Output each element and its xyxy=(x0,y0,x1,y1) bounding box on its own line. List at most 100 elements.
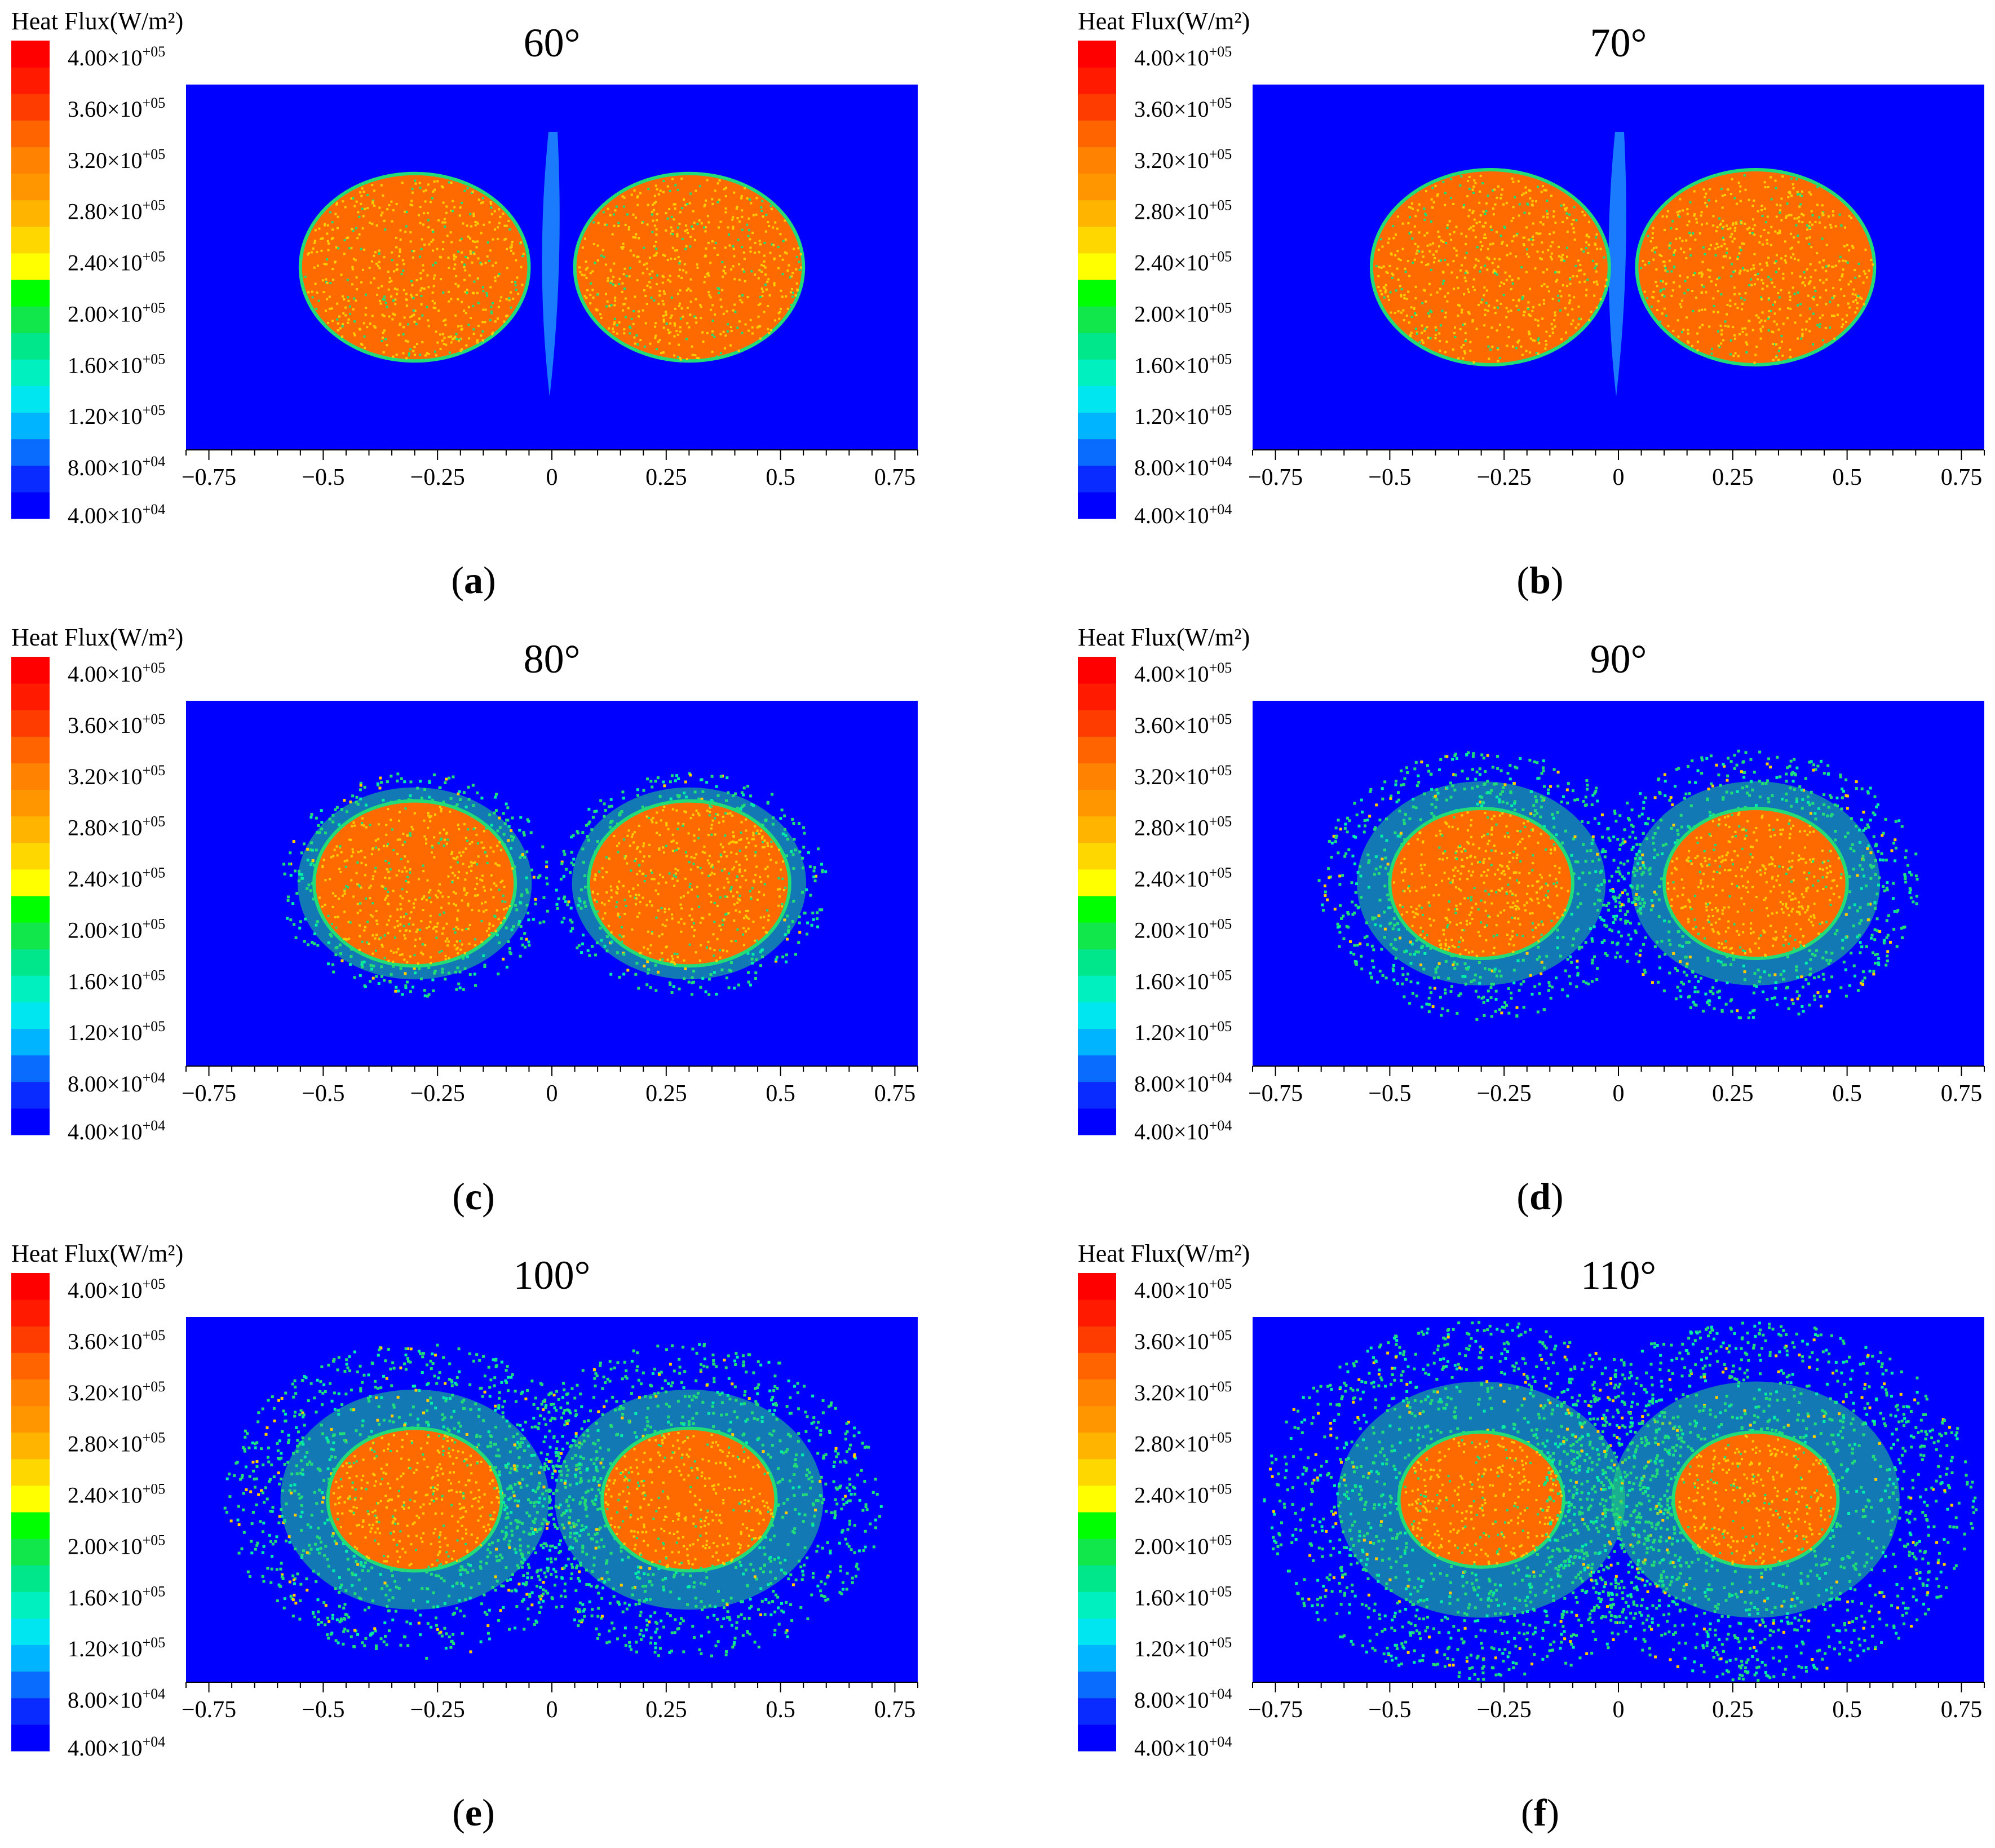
core-speck xyxy=(396,920,399,923)
core-speck xyxy=(682,269,685,272)
core-speck xyxy=(356,861,359,864)
core-speck xyxy=(521,255,524,258)
ring-speck xyxy=(311,848,314,852)
colorbar-label: 8.00×10+04 xyxy=(68,453,165,480)
core-speck xyxy=(1701,260,1704,263)
core-speck xyxy=(596,910,599,913)
core-speck xyxy=(425,927,428,930)
core-speck xyxy=(745,858,748,861)
ring-speck xyxy=(674,779,677,782)
ring-speck xyxy=(442,801,445,804)
core-speck xyxy=(486,255,489,258)
ring-speck xyxy=(1561,841,1564,845)
core-speck xyxy=(1473,218,1476,221)
core-speck xyxy=(1780,289,1782,291)
core-speck xyxy=(388,315,391,318)
core-speck xyxy=(1414,328,1417,330)
core-speck xyxy=(1640,267,1643,269)
ring-speck xyxy=(510,847,513,850)
core-speck xyxy=(617,887,620,890)
x-tick-label: 0.75 xyxy=(874,1081,916,1107)
ring-speck xyxy=(672,985,675,988)
ring-speck xyxy=(1612,890,1615,893)
core-speck xyxy=(708,814,711,817)
core-speck xyxy=(1729,339,1732,342)
core-speck xyxy=(617,912,620,915)
core-speck xyxy=(1839,288,1842,291)
core-speck xyxy=(419,353,422,356)
core-speck xyxy=(645,904,648,907)
core-speck xyxy=(673,335,676,338)
core-speck xyxy=(1404,267,1406,270)
core-speck xyxy=(711,866,714,869)
ring-speck xyxy=(1344,852,1348,855)
colorbar-band xyxy=(1078,386,1116,413)
ring-speck xyxy=(463,967,467,970)
heat-field xyxy=(1317,749,1919,1021)
ring-speck xyxy=(737,983,740,987)
core-speck xyxy=(689,868,692,871)
core-speck xyxy=(608,327,611,330)
ring-speck xyxy=(626,969,630,972)
core-speck xyxy=(1577,305,1580,308)
core-speck xyxy=(1680,299,1683,302)
core-speck xyxy=(381,285,383,288)
ring-speck xyxy=(1472,978,1476,982)
core-speck xyxy=(1808,221,1811,224)
ring-speck xyxy=(1321,903,1324,907)
core-speck xyxy=(1490,326,1493,329)
core-speck xyxy=(1506,244,1509,247)
core-speck xyxy=(1387,298,1390,301)
ring-speck xyxy=(1394,783,1397,786)
core-speck xyxy=(424,200,427,203)
core-speck xyxy=(1388,264,1391,267)
core-speck xyxy=(744,930,747,933)
core-speck xyxy=(405,357,408,360)
core-speck xyxy=(1498,878,1501,881)
core-speck xyxy=(615,905,618,908)
core-speck xyxy=(488,927,490,930)
core-speck xyxy=(490,310,493,313)
core-speck xyxy=(791,288,794,290)
core-speck xyxy=(1552,210,1555,213)
core-speck xyxy=(745,914,747,917)
core-speck xyxy=(609,885,612,888)
ring-speck xyxy=(1391,927,1395,931)
ring-speck xyxy=(1494,989,1498,993)
core-speck xyxy=(502,213,505,215)
core-speck xyxy=(343,910,346,913)
core-speck xyxy=(1511,278,1514,281)
core-speck xyxy=(1557,294,1560,297)
core-speck xyxy=(1660,289,1662,291)
ring-speck xyxy=(1427,770,1431,773)
ring-speck xyxy=(294,869,297,873)
core-speck xyxy=(381,945,384,948)
core-speck xyxy=(667,278,670,281)
core-speck xyxy=(315,307,318,310)
core-speck xyxy=(1494,203,1497,206)
core-speck xyxy=(435,930,438,933)
core-speck xyxy=(592,242,595,245)
core-speck xyxy=(1499,197,1502,200)
core-speck xyxy=(1775,356,1778,359)
core-speck xyxy=(504,900,507,903)
core-speck xyxy=(685,224,688,227)
core-speck xyxy=(1724,320,1727,323)
core-speck xyxy=(1384,284,1387,286)
core-speck xyxy=(1741,308,1744,311)
ring-speck xyxy=(1434,806,1437,809)
ring-speck xyxy=(1415,994,1418,998)
core-speck xyxy=(1432,253,1435,256)
core-speck xyxy=(601,901,604,904)
core-speck xyxy=(738,850,741,852)
core-speck xyxy=(777,267,780,269)
core-speck xyxy=(386,843,389,846)
ring-speck xyxy=(515,908,519,912)
core-speck xyxy=(686,306,689,309)
core-speck xyxy=(1490,829,1493,832)
ring-speck xyxy=(814,874,817,878)
core-speck xyxy=(442,241,445,244)
ring-speck xyxy=(780,808,784,812)
core-speck xyxy=(1743,268,1746,271)
ring-speck xyxy=(783,918,786,922)
